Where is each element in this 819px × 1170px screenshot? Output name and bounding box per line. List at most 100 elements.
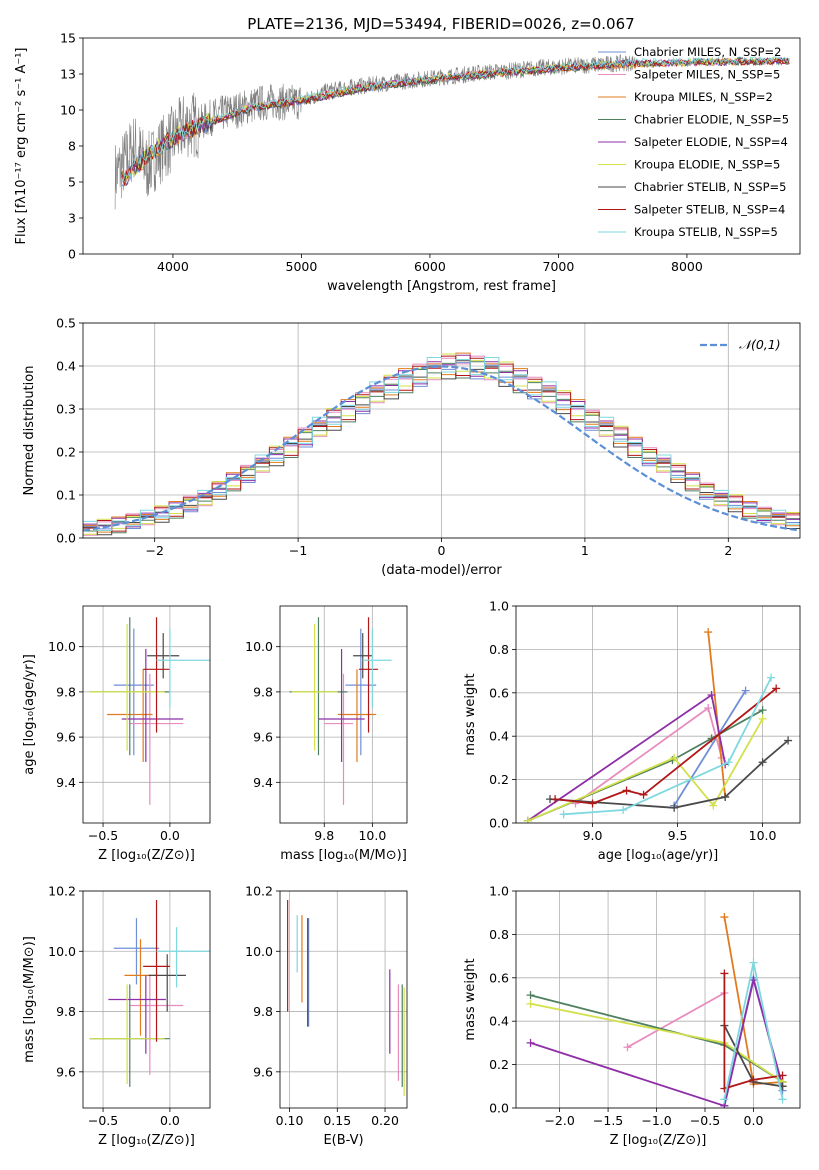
y-tick-label: 0.0 — [56, 531, 76, 546]
errorbar-point — [362, 628, 392, 708]
plus-marker — [551, 795, 560, 804]
errorbar-point — [89, 617, 170, 756]
plus-marker — [721, 792, 730, 801]
mass-weight-line — [527, 718, 764, 822]
x-tick-label: −1 — [289, 543, 307, 558]
x-axis-label: wavelength [Angstrom, rest frame] — [327, 279, 556, 294]
residual-histogram — [83, 360, 800, 536]
errorbar-point — [324, 673, 354, 805]
x-tick-label: 6000 — [414, 259, 446, 274]
y-axis-label: Flux [fλ10⁻¹⁷ erg cm⁻² s⁻¹ A⁻¹] — [14, 48, 29, 245]
errorbar-point — [291, 624, 338, 751]
plus-marker — [526, 1038, 535, 1047]
plus-marker — [619, 805, 628, 814]
plus-marker — [639, 790, 648, 799]
x-tick-label: 9.5 — [668, 828, 688, 843]
x-axis-label: Z [log₁₀(Z/Z⊙)] — [610, 1133, 707, 1148]
x-tick-label: 0.10 — [276, 1113, 304, 1128]
errorbar-point — [358, 617, 379, 733]
y-tick-label: 10.2 — [48, 884, 76, 899]
errorbar-point — [147, 633, 180, 679]
y-tick-label: 0.2 — [489, 772, 509, 787]
plus-marker — [670, 753, 679, 762]
x-tick-label: 0.0 — [160, 828, 180, 843]
mass-vs-Z-plot-area — [89, 900, 210, 1087]
mass-weight-line — [527, 693, 727, 822]
plus-marker — [622, 786, 631, 795]
x-tick-label: −2 — [145, 543, 163, 558]
y-tick-label: 13 — [60, 67, 76, 82]
residuals-plot-area — [83, 352, 800, 536]
mass-vs-Z-axes-frame — [82, 890, 211, 1109]
plus-marker — [758, 706, 767, 715]
errorbar-point — [289, 617, 348, 756]
y-tick-label: 10.0 — [48, 639, 76, 654]
x-tick-label: 2 — [724, 543, 732, 558]
x-tick-label: 0.15 — [323, 1113, 351, 1128]
errorbar-point — [143, 617, 170, 733]
y-tick-label: 0.2 — [489, 1057, 509, 1072]
age-vs-mass-axes-frame — [279, 605, 408, 824]
y-tick-label: 0.4 — [489, 729, 509, 744]
x-axis-label: mass [log₁₀(M/M⊙)] — [280, 848, 407, 863]
y-axis-label: age [log₁₀(age/yr)] — [22, 654, 37, 775]
y-tick-label: 0.8 — [489, 927, 509, 942]
mass-weight-line — [563, 677, 772, 816]
x-axis-label: E(B-V) — [323, 1133, 363, 1148]
legend-entry: Chabrier STELIB, N_SSP=5 — [634, 180, 786, 194]
errorbar-point — [89, 984, 165, 1084]
y-axis-label: Normed distribution — [22, 366, 37, 496]
errorbar-point — [89, 624, 165, 751]
y-tick-label: 0.4 — [489, 1014, 509, 1029]
x-tick-label: −2.0 — [544, 1113, 574, 1128]
plus-marker — [724, 758, 733, 767]
y-tick-label: 9.4 — [253, 775, 273, 790]
x-tick-label: 1 — [581, 543, 589, 558]
plus-marker — [623, 1043, 632, 1052]
y-axis-label: mass weight — [463, 958, 478, 1040]
plus-marker — [670, 803, 679, 812]
x-tick-label: −0.5 — [690, 1113, 720, 1128]
y-tick-label: 0.0 — [489, 816, 509, 831]
legend-entry: Chabrier ELODIE, N_SSP=5 — [634, 113, 789, 127]
x-tick-label: 8000 — [671, 259, 703, 274]
massweight-vs-age-plot-area — [523, 628, 793, 823]
y-tick-label: 10.0 — [245, 944, 273, 959]
x-tick-label: 10.0 — [358, 828, 386, 843]
y-tick-label: 3 — [68, 211, 76, 226]
y-tick-label: 10.2 — [245, 884, 273, 899]
y-tick-label: 5 — [68, 175, 76, 190]
y-tick-label: 9.8 — [253, 1004, 273, 1019]
y-tick-label: 0.5 — [56, 316, 76, 331]
errorbar-point — [148, 954, 186, 1012]
legend-entry: Salpeter STELIB, N_SSP=4 — [634, 203, 785, 217]
plus-marker — [709, 801, 718, 810]
plus-marker — [758, 758, 767, 767]
y-tick-label: 1.0 — [489, 599, 509, 614]
y-tick-label: 10 — [60, 103, 76, 118]
plus-marker — [767, 673, 776, 682]
figure-title: PLATE=2136, MJD=53494, FIBERID=0026, z=0… — [247, 15, 634, 33]
x-tick-label: 0.0 — [744, 1113, 764, 1128]
errorbar-point — [156, 628, 210, 708]
massweight-vs-age-axes-frame — [515, 605, 801, 824]
x-tick-label: −0.5 — [88, 828, 118, 843]
mass-weight-line — [627, 992, 725, 1048]
massweight-vs-Z-plot-area — [526, 913, 787, 1108]
plus-marker — [588, 799, 597, 808]
mass-vs-EBV-plot-area — [287, 900, 405, 1096]
plus-marker — [720, 1095, 729, 1104]
mass-vs-EBV-axes-frame — [279, 890, 408, 1109]
plus-marker — [741, 686, 750, 695]
x-tick-label: 9.0 — [583, 828, 603, 843]
plus-marker — [749, 958, 758, 967]
y-tick-label: 9.8 — [56, 1004, 76, 1019]
x-tick-label: 5000 — [286, 259, 318, 274]
y-tick-label: 10.0 — [245, 639, 273, 654]
plus-marker — [523, 816, 532, 823]
legend-entry: Kroupa ELODIE, N_SSP=5 — [634, 158, 780, 172]
y-tick-label: 1.0 — [489, 884, 509, 899]
massweight-vs-Z-axes-frame — [515, 890, 801, 1109]
x-tick-label: 4000 — [157, 259, 189, 274]
x-axis-label: age [log₁₀(age/yr)] — [598, 848, 719, 863]
